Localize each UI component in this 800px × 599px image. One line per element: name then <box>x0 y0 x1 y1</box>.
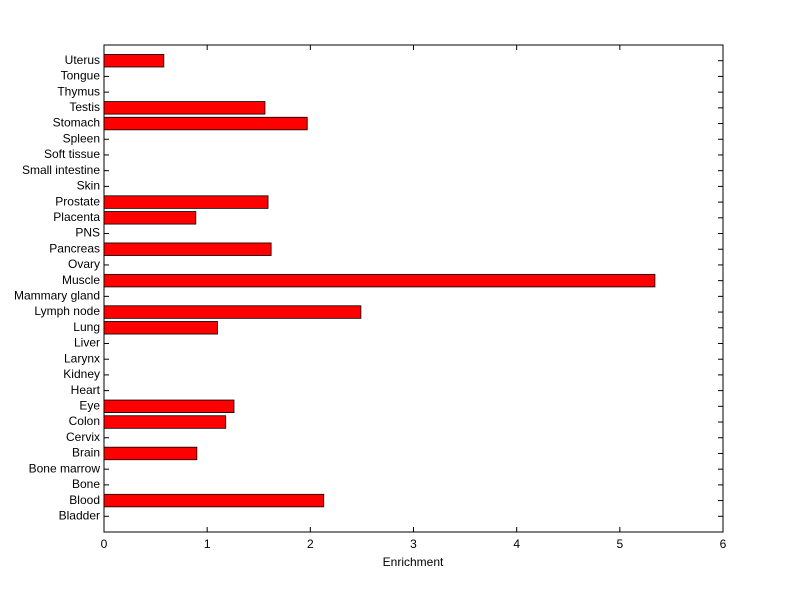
y-tick-label: Small intestine <box>22 163 100 177</box>
y-tick-label: Mammary gland <box>14 289 100 303</box>
y-tick-label: Spleen <box>63 131 100 145</box>
x-tick-label: 6 <box>720 537 727 551</box>
y-tick-label: Thymus <box>57 84 100 98</box>
x-tick-label: 1 <box>204 537 211 551</box>
bar <box>103 446 198 461</box>
x-axis-label: Enrichment <box>383 555 444 569</box>
x-tick-label: 3 <box>410 537 417 551</box>
y-tick-label: Soft tissue <box>44 147 100 161</box>
bar <box>103 195 269 209</box>
y-tick-label: Bladder <box>59 508 100 522</box>
y-tick-label: Muscle <box>62 273 100 287</box>
y-tick-label: Lung <box>73 320 100 334</box>
bar <box>103 415 227 429</box>
y-tick-label: Testis <box>69 100 100 114</box>
y-tick-label: Stomach <box>53 116 100 130</box>
y-tick-label: Bone <box>72 477 100 491</box>
bar <box>103 321 218 335</box>
y-tick-label: Heart <box>71 383 101 397</box>
x-tick-label: 0 <box>101 537 108 551</box>
y-tick-label: Lymph node <box>34 304 100 318</box>
bar <box>103 273 656 288</box>
bar <box>103 116 308 131</box>
bar <box>103 305 362 319</box>
x-tick-label: 5 <box>616 537 623 551</box>
y-tick-label: Kidney <box>63 367 100 381</box>
y-tick-label: Eye <box>79 398 100 412</box>
bar <box>103 242 272 256</box>
y-tick-label: Ovary <box>68 257 100 271</box>
y-tick-label: Liver <box>74 336 100 350</box>
y-tick-label: Tongue <box>61 69 101 83</box>
y-tick-label: Larynx <box>64 351 100 365</box>
y-tick-label: Placenta <box>53 210 100 224</box>
y-tick-label: Pancreas <box>49 241 100 255</box>
y-tick-label: Skin <box>77 179 100 193</box>
bar <box>103 493 325 508</box>
y-tick-label: Prostate <box>55 194 100 208</box>
y-tick-label: PNS <box>75 226 100 240</box>
x-tick-label: 4 <box>513 537 520 551</box>
bar <box>103 211 197 225</box>
y-tick-label: Brain <box>72 446 100 460</box>
bar <box>103 101 266 115</box>
y-tick-label: Bone marrow <box>29 461 101 475</box>
y-tick-label: Blood <box>69 493 100 507</box>
y-tick-label: Cervix <box>66 430 100 444</box>
x-tick-label: 2 <box>307 537 314 551</box>
y-tick-label: Colon <box>69 414 100 428</box>
y-tick-label: Uterus <box>65 53 100 67</box>
bar <box>103 54 165 68</box>
bar <box>103 399 235 414</box>
